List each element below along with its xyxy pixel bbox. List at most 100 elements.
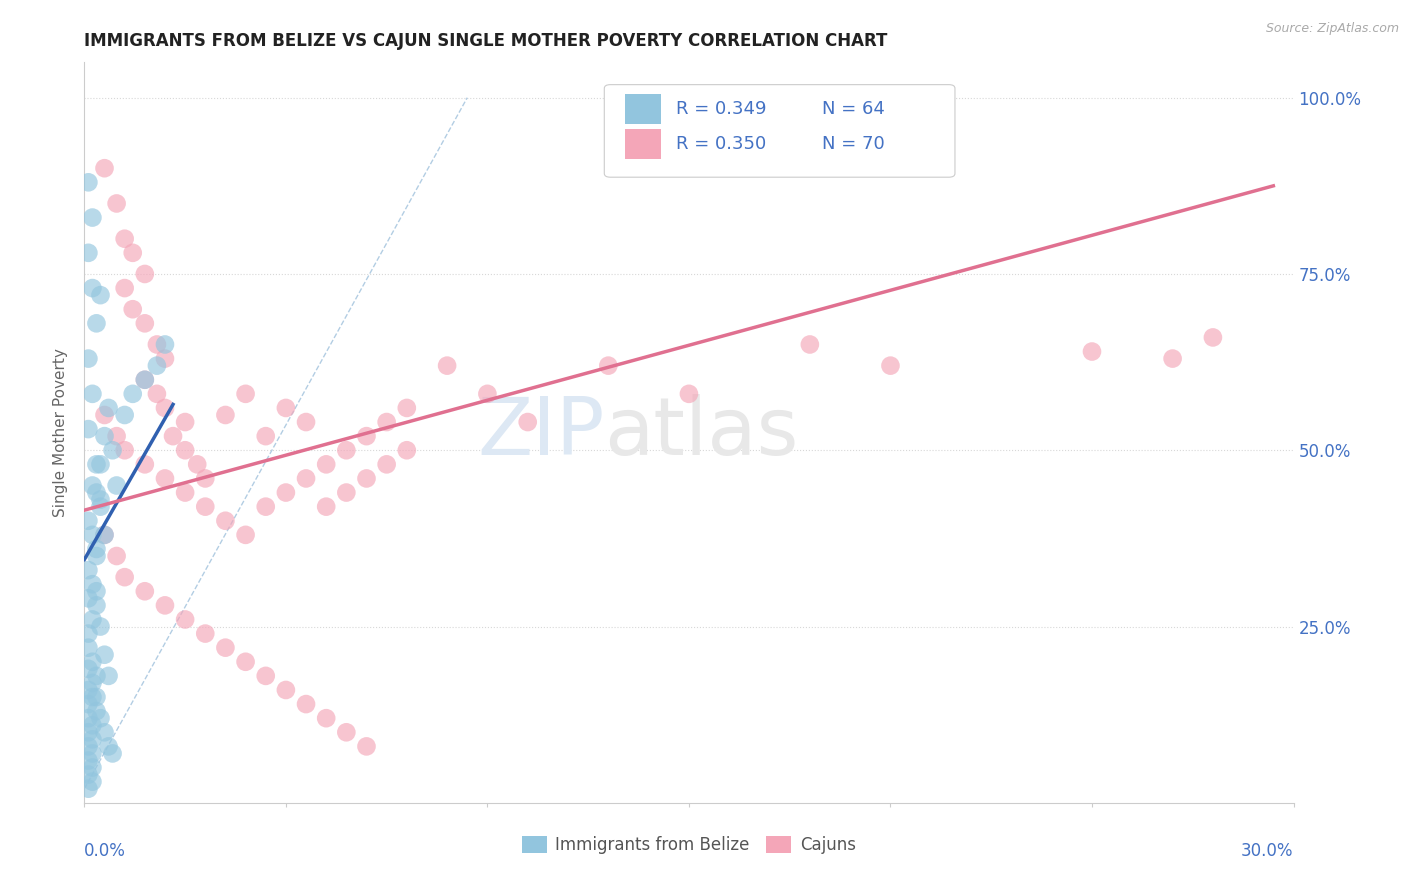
Point: [274, 683, 297, 698]
Point: [153, 471, 176, 485]
Point: [395, 401, 418, 415]
FancyBboxPatch shape: [624, 129, 661, 159]
Point: [214, 408, 236, 422]
Point: [77, 711, 100, 725]
Point: [77, 175, 100, 189]
Point: [86, 549, 108, 563]
Point: [121, 245, 143, 260]
Point: [97, 669, 120, 683]
Point: [101, 747, 124, 761]
Point: [101, 443, 124, 458]
Point: [146, 387, 169, 401]
Point: [77, 683, 100, 698]
Point: [395, 443, 418, 458]
Point: [335, 443, 357, 458]
Point: [89, 458, 111, 472]
Point: [153, 337, 176, 351]
Point: [77, 640, 100, 655]
Point: [77, 697, 100, 711]
Point: [146, 337, 169, 351]
Point: [315, 500, 337, 514]
Point: [1081, 344, 1104, 359]
Point: [105, 478, 128, 492]
Point: [134, 373, 156, 387]
Point: [134, 584, 156, 599]
Point: [295, 471, 318, 485]
Point: [82, 655, 104, 669]
Point: [356, 471, 378, 485]
Text: 30.0%: 30.0%: [1241, 842, 1294, 860]
Point: [356, 739, 378, 754]
Point: [134, 316, 156, 330]
Point: [121, 302, 143, 317]
Text: IMMIGRANTS FROM BELIZE VS CAJUN SINGLE MOTHER POVERTY CORRELATION CHART: IMMIGRANTS FROM BELIZE VS CAJUN SINGLE M…: [84, 32, 887, 50]
Point: [82, 577, 104, 591]
Text: atlas: atlas: [605, 393, 799, 472]
Point: [82, 747, 104, 761]
Point: [477, 387, 499, 401]
Point: [335, 485, 357, 500]
Point: [77, 591, 100, 606]
Point: [93, 161, 115, 176]
Point: [114, 408, 136, 422]
Point: [114, 281, 136, 295]
Point: [82, 774, 104, 789]
Point: [86, 599, 108, 613]
Point: [274, 401, 297, 415]
Point: [86, 316, 108, 330]
Point: [375, 458, 398, 472]
Point: [105, 549, 128, 563]
Point: [86, 458, 108, 472]
Text: R = 0.350: R = 0.350: [676, 135, 766, 153]
Point: [97, 739, 120, 754]
Text: N = 70: N = 70: [823, 135, 884, 153]
Point: [105, 196, 128, 211]
Point: [93, 528, 115, 542]
Point: [254, 669, 277, 683]
Point: [89, 500, 111, 514]
Point: [86, 485, 108, 500]
Point: [77, 351, 100, 366]
Point: [82, 676, 104, 690]
Text: Source: ZipAtlas.com: Source: ZipAtlas.com: [1265, 22, 1399, 36]
Text: 0.0%: 0.0%: [84, 842, 127, 860]
Point: [114, 443, 136, 458]
Point: [134, 373, 156, 387]
Point: [1161, 351, 1184, 366]
Point: [114, 570, 136, 584]
Point: [82, 732, 104, 747]
Point: [146, 359, 169, 373]
Point: [274, 485, 297, 500]
Point: [77, 422, 100, 436]
Point: [254, 500, 277, 514]
Text: N = 64: N = 64: [823, 100, 884, 118]
Point: [598, 359, 620, 373]
Point: [315, 711, 337, 725]
Point: [89, 288, 111, 302]
Point: [82, 690, 104, 704]
Point: [77, 626, 100, 640]
Point: [82, 387, 104, 401]
Point: [254, 429, 277, 443]
Point: [153, 351, 176, 366]
Point: [162, 429, 184, 443]
Point: [235, 528, 257, 542]
Point: [77, 245, 100, 260]
Point: [86, 690, 108, 704]
Point: [93, 429, 115, 443]
Point: [235, 387, 257, 401]
Point: [82, 718, 104, 732]
Point: [1202, 330, 1225, 344]
Point: [93, 528, 115, 542]
Point: [93, 648, 115, 662]
Point: [89, 492, 111, 507]
Point: [86, 541, 108, 556]
Point: [153, 599, 176, 613]
Point: [879, 359, 901, 373]
Point: [77, 563, 100, 577]
Point: [516, 415, 538, 429]
Point: [82, 760, 104, 774]
Point: [678, 387, 700, 401]
Point: [89, 619, 111, 633]
Point: [89, 711, 111, 725]
